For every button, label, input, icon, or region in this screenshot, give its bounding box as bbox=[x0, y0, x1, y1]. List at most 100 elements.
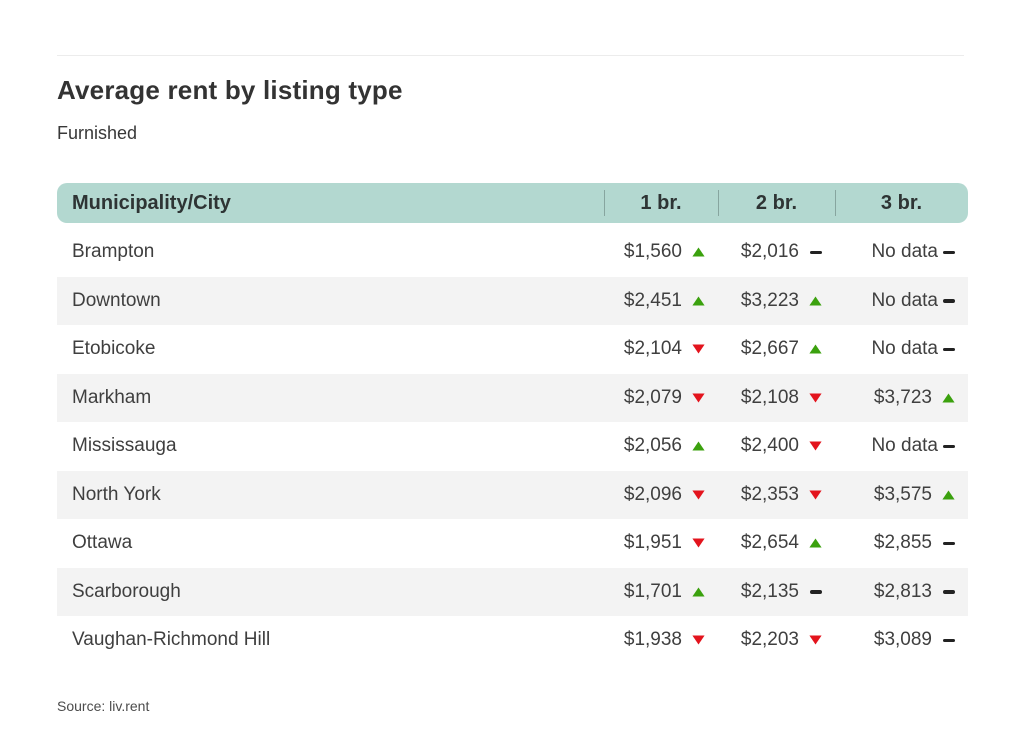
rent-value-cell-1br: $1,951 bbox=[604, 532, 718, 554]
table-row: Ottawa $1,951 $2,654 $2,855 bbox=[57, 519, 968, 568]
table-row: Brampton $1,560 $2,016 No data bbox=[57, 228, 968, 277]
city-name: Brampton bbox=[72, 241, 155, 263]
rent-value: $1,938 bbox=[623, 629, 682, 651]
table-header-row: Municipality/City 1 br. 2 br. 3 br. bbox=[57, 183, 968, 223]
rent-value-cell-3br: $2,813 bbox=[835, 581, 968, 603]
table-row: Downtown $2,451 $3,223 No data bbox=[57, 276, 968, 325]
rent-value-cell-3br: No data bbox=[835, 241, 968, 263]
trend-down-icon bbox=[692, 393, 705, 403]
table-body: Brampton $1,560 $2,016 No data Downtown $2… bbox=[57, 228, 968, 665]
trend-down-icon bbox=[809, 490, 822, 500]
table-row: Markham $2,079 $2,108 $3,723 bbox=[57, 373, 968, 422]
trend-up-icon bbox=[942, 393, 955, 403]
rent-value-cell-3br: No data bbox=[835, 338, 968, 360]
trend-flat-icon bbox=[942, 587, 955, 597]
table-row: North York $2,096 $2,353 $3,575 bbox=[57, 470, 968, 519]
rent-value-cell-3br: $3,575 bbox=[835, 484, 968, 506]
rent-value-cell-3br: $3,723 bbox=[835, 387, 968, 409]
city-name: Scarborough bbox=[72, 580, 181, 602]
column-header-2br: 2 br. bbox=[718, 183, 835, 223]
rent-value: $2,855 bbox=[873, 532, 932, 554]
trend-down-icon bbox=[809, 441, 822, 451]
source-credit: Source: liv.rent bbox=[57, 698, 150, 714]
rent-value-cell-2br: $2,654 bbox=[718, 532, 835, 554]
rent-value: $2,667 bbox=[740, 338, 799, 360]
rent-value: $1,701 bbox=[623, 580, 682, 602]
rent-value: $2,353 bbox=[740, 483, 799, 505]
trend-flat-icon bbox=[942, 441, 955, 451]
rent-value: $2,451 bbox=[623, 289, 682, 311]
city-name: Markham bbox=[72, 386, 152, 408]
rent-value: No data bbox=[871, 241, 938, 263]
trend-up-icon bbox=[809, 538, 822, 548]
rent-value-cell-1br: $2,104 bbox=[604, 338, 718, 360]
trend-up-icon bbox=[942, 490, 955, 500]
rent-value: $2,203 bbox=[740, 629, 799, 651]
rent-value: $1,560 bbox=[623, 241, 682, 263]
rent-value-cell-3br: $3,089 bbox=[835, 629, 968, 651]
city-name: Mississauga bbox=[72, 435, 177, 457]
rent-value-cell-1br: $2,056 bbox=[604, 435, 718, 457]
rent-value: No data bbox=[871, 435, 938, 457]
rent-value-cell-1br: $1,560 bbox=[604, 241, 718, 263]
rent-value-cell-2br: $2,400 bbox=[718, 435, 835, 457]
trend-down-icon bbox=[692, 490, 705, 500]
rent-value-cell-2br: $2,135 bbox=[718, 581, 835, 603]
trend-up-icon bbox=[692, 296, 705, 306]
trend-flat-icon bbox=[942, 538, 955, 548]
rent-value-cell-2br: $2,203 bbox=[718, 629, 835, 651]
column-header-3br: 3 br. bbox=[835, 183, 968, 223]
column-header-municipality: Municipality/City bbox=[72, 191, 231, 214]
trend-down-icon bbox=[809, 393, 822, 403]
rent-value-cell-1br: $2,451 bbox=[604, 290, 718, 312]
city-name: North York bbox=[72, 483, 161, 505]
table-row: Mississauga $2,056 $2,400 No data bbox=[57, 422, 968, 471]
table-row: Scarborough $1,701 $2,135 $2,813 bbox=[57, 567, 968, 616]
trend-down-icon bbox=[809, 635, 822, 645]
rent-value: $2,654 bbox=[740, 532, 799, 554]
top-divider bbox=[57, 55, 964, 56]
rent-value-cell-1br: $1,938 bbox=[604, 629, 718, 651]
trend-down-icon bbox=[692, 344, 705, 354]
rent-value-cell-3br: No data bbox=[835, 290, 968, 312]
rent-value-cell-3br: $2,855 bbox=[835, 532, 968, 554]
rent-value-cell-2br: $2,353 bbox=[718, 484, 835, 506]
rent-value-cell-2br: $2,667 bbox=[718, 338, 835, 360]
rent-value: $2,135 bbox=[740, 580, 799, 602]
rent-value: $2,079 bbox=[623, 386, 682, 408]
rent-value: $1,951 bbox=[623, 532, 682, 554]
rent-value: $3,223 bbox=[740, 289, 799, 311]
rent-value: No data bbox=[871, 289, 938, 311]
rent-value-cell-1br: $2,096 bbox=[604, 484, 718, 506]
rent-value: $3,575 bbox=[873, 483, 932, 505]
trend-flat-icon bbox=[809, 247, 822, 257]
table-row: Etobicoke $2,104 $2,667 No data bbox=[57, 325, 968, 374]
rent-value: No data bbox=[871, 338, 938, 360]
trend-up-icon bbox=[692, 441, 705, 451]
trend-flat-icon bbox=[942, 296, 955, 306]
rent-value: $2,056 bbox=[623, 435, 682, 457]
rent-value-cell-2br: $2,108 bbox=[718, 387, 835, 409]
table-row: Vaughan-Richmond Hill $1,938 $2,203 $3,089 bbox=[57, 616, 968, 665]
city-name: Vaughan-Richmond Hill bbox=[72, 629, 271, 651]
listing-type-subtitle: Furnished bbox=[57, 123, 138, 143]
trend-up-icon bbox=[809, 344, 822, 354]
rent-value-cell-1br: $2,079 bbox=[604, 387, 718, 409]
trend-down-icon bbox=[692, 538, 705, 548]
rent-value: $2,096 bbox=[623, 483, 682, 505]
rent-value-cell-3br: No data bbox=[835, 435, 968, 457]
trend-flat-icon bbox=[942, 344, 955, 354]
trend-flat-icon bbox=[942, 635, 955, 645]
column-header-1br: 1 br. bbox=[604, 183, 718, 223]
rent-value: $2,104 bbox=[623, 338, 682, 360]
trend-up-icon bbox=[692, 247, 705, 257]
rent-value: $3,723 bbox=[873, 386, 932, 408]
rent-value: $3,089 bbox=[873, 629, 932, 651]
trend-flat-icon bbox=[809, 587, 822, 597]
city-name: Ottawa bbox=[72, 532, 133, 554]
rent-value: $2,813 bbox=[873, 580, 932, 602]
trend-flat-icon bbox=[942, 247, 955, 257]
rent-value: $2,108 bbox=[740, 386, 799, 408]
trend-up-icon bbox=[809, 296, 822, 306]
